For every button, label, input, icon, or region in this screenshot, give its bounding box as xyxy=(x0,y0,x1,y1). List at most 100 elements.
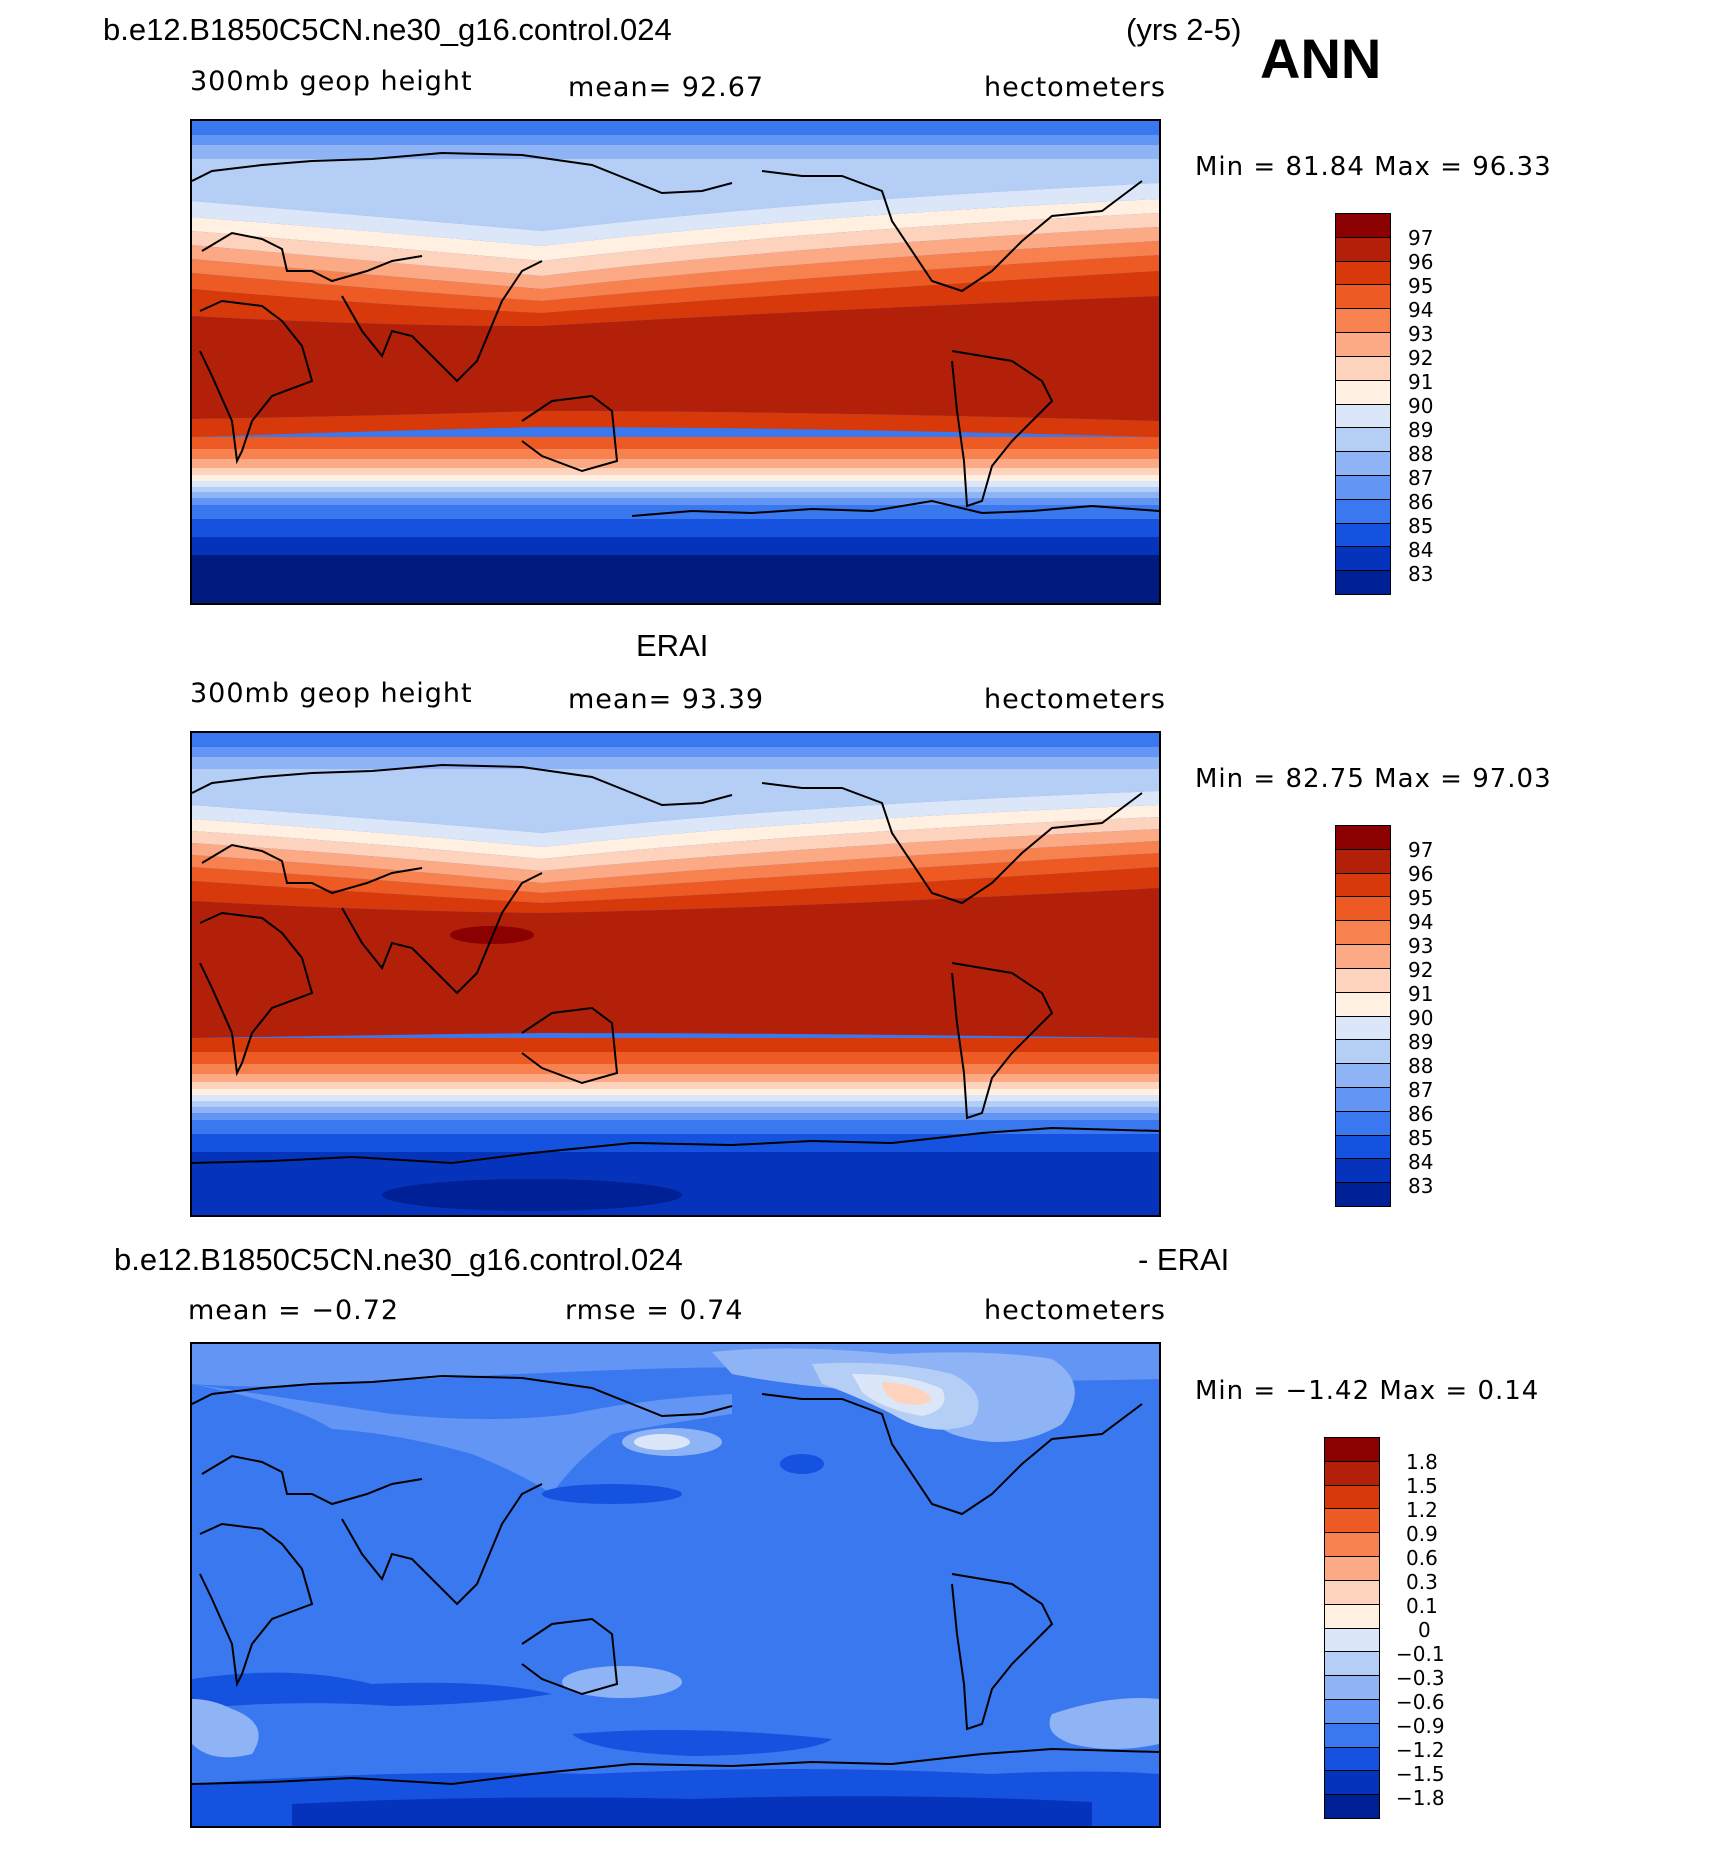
panel1-variable-label: 300mb geop height xyxy=(190,66,473,97)
panel2-colorbar-cell xyxy=(1336,968,1390,993)
panel1-colorbar-label: 93 xyxy=(1408,322,1434,346)
panel3-colorbar-label: 0.1 xyxy=(1406,1594,1438,1618)
panel1-colorbar-cell xyxy=(1336,547,1390,572)
panel1-colorbar-cell xyxy=(1336,214,1390,238)
panel1-colorbar-label: 85 xyxy=(1408,514,1434,538)
panel1-colorbar xyxy=(1335,213,1391,595)
panel3-title-left: b.e12.B1850C5CN.ne30_g16.control.024 xyxy=(114,1242,683,1277)
panel3-colorbar-label: −0.6 xyxy=(1396,1690,1445,1714)
panel1-colorbar-label: 87 xyxy=(1408,466,1434,490)
panel2-mean-label: mean= 93.39 xyxy=(568,684,765,715)
panel1-coastlines xyxy=(192,151,1159,517)
panel2-colorbar-label: 96 xyxy=(1408,862,1434,886)
panel1-colorbar-cell xyxy=(1336,309,1390,334)
panel2-colorbar-cell xyxy=(1336,1183,1390,1206)
case-name-title: b.e12.B1850C5CN.ne30_g16.control.024 xyxy=(103,12,672,47)
panel2-variable-label: 300mb geop height xyxy=(190,678,473,709)
panel2-colorbar-label: 97 xyxy=(1408,838,1434,862)
panel1-colorbar-cell xyxy=(1336,475,1390,500)
panel3-colorbar-cell xyxy=(1325,1461,1379,1486)
panel3-rmse-label: rmse = 0.74 xyxy=(565,1295,744,1326)
panel2-colorbar-cell xyxy=(1336,826,1390,850)
panel3-colorbar-cell xyxy=(1325,1509,1379,1534)
panel2-colorbar-cell xyxy=(1336,849,1390,874)
panel2-colorbar-cell xyxy=(1336,897,1390,922)
panel1-colorbar-label: 91 xyxy=(1408,370,1434,394)
panel3-colorbar-cell xyxy=(1325,1795,1379,1818)
panel1-colorbar-cell xyxy=(1336,452,1390,476)
panel1-colorbar-label: 88 xyxy=(1408,442,1434,466)
panel2-colorbar-label: 87 xyxy=(1408,1078,1434,1102)
panel1-colorbar-cell xyxy=(1336,237,1390,262)
panel2-colorbar-cell xyxy=(1336,1016,1390,1041)
panel3-units-label: hectometers xyxy=(984,1295,1166,1326)
panel2-colorbar-cell xyxy=(1336,1135,1390,1160)
panel3-colorbar-label: 0.6 xyxy=(1406,1546,1438,1570)
panel2-colorbar-cell xyxy=(1336,1040,1390,1065)
panel3-colorbar-cell xyxy=(1325,1771,1379,1796)
panel2-map-canvas xyxy=(192,733,1159,1215)
panel3-colorbar-label: −1.5 xyxy=(1396,1762,1445,1786)
panel1-colorbar-cell xyxy=(1336,571,1390,594)
panel1-colorbar-label: 96 xyxy=(1408,250,1434,274)
panel3-colorbar-label: 1.2 xyxy=(1406,1498,1438,1522)
panel1-map xyxy=(190,119,1161,605)
panel3-colorbar-label: 1.5 xyxy=(1406,1474,1438,1498)
panel1-colorbar-label: 84 xyxy=(1408,538,1434,562)
panel2-colorbar-label: 93 xyxy=(1408,934,1434,958)
panel1-colorbar-label: 92 xyxy=(1408,346,1434,370)
panel1-colorbar-cell xyxy=(1336,499,1390,524)
panel3-coastlines xyxy=(192,1374,1159,1786)
panel3-colorbar-cell xyxy=(1325,1485,1379,1510)
panel2-colorbar-label: 85 xyxy=(1408,1126,1434,1150)
panel3-colorbar-label: −0.1 xyxy=(1396,1642,1445,1666)
panel2-coastlines xyxy=(192,763,1159,1165)
panel2-colorbar-label: 92 xyxy=(1408,958,1434,982)
panel2-title: ERAI xyxy=(636,628,709,663)
panel1-colorbar-label: 95 xyxy=(1408,274,1434,298)
panel2-colorbar-cell xyxy=(1336,992,1390,1017)
panel1-colorbar-cell xyxy=(1336,356,1390,381)
panel1-colorbar-cell xyxy=(1336,404,1390,429)
panel2-colorbar-label: 94 xyxy=(1408,910,1434,934)
panel3-colorbar-cell xyxy=(1325,1652,1379,1677)
panel2-colorbar-label: 84 xyxy=(1408,1150,1434,1174)
panel3-map xyxy=(190,1342,1161,1828)
panel1-map-canvas xyxy=(192,121,1159,603)
panel1-colorbar-label: 90 xyxy=(1408,394,1434,418)
panel3-mean-label: mean = −0.72 xyxy=(188,1295,400,1326)
panel2-colorbar-label: 90 xyxy=(1408,1006,1434,1030)
panel2-units-label: hectometers xyxy=(984,684,1166,715)
panel2-colorbar-cell xyxy=(1336,1159,1390,1184)
years-label: (yrs 2-5) xyxy=(1126,12,1242,47)
panel2-colorbar-cell xyxy=(1336,873,1390,898)
panel2-colorbar-cell xyxy=(1336,1064,1390,1088)
panel2-colorbar-cell xyxy=(1336,1111,1390,1136)
panel2-minmax-label: Min = 82.75 Max = 97.03 xyxy=(1195,764,1552,794)
panel1-colorbar-label: 94 xyxy=(1408,298,1434,322)
panel3-colorbar-label: 0.3 xyxy=(1406,1570,1438,1594)
panel1-minmax-label: Min = 81.84 Max = 96.33 xyxy=(1195,152,1552,182)
panel3-colorbar-cell xyxy=(1325,1557,1379,1581)
panel3-colorbar xyxy=(1324,1437,1380,1819)
panel2-colorbar xyxy=(1335,825,1391,1207)
panel1-colorbar-cell xyxy=(1336,285,1390,310)
season-label: ANN xyxy=(1260,27,1382,90)
panel2-colorbar-cell xyxy=(1336,945,1390,969)
panel3-minmax-label: Min = −1.42 Max = 0.14 xyxy=(1195,1376,1540,1406)
panel3-colorbar-label: −1.8 xyxy=(1396,1786,1445,1810)
panel3-colorbar-cell xyxy=(1325,1676,1379,1700)
panel1-colorbar-cell xyxy=(1336,380,1390,405)
panel3-colorbar-cell xyxy=(1325,1747,1379,1772)
panel3-colorbar-cell xyxy=(1325,1580,1379,1605)
panel3-colorbar-cell xyxy=(1325,1628,1379,1653)
panel3-colorbar-cell xyxy=(1325,1604,1379,1629)
panel3-colorbar-cell xyxy=(1325,1533,1379,1558)
panel1-units-label: hectometers xyxy=(984,72,1166,103)
panel2-colorbar-cell xyxy=(1336,1087,1390,1112)
panel2-colorbar-label: 83 xyxy=(1408,1174,1434,1198)
panel2-colorbar-label: 95 xyxy=(1408,886,1434,910)
panel1-colorbar-cell xyxy=(1336,523,1390,548)
panel2-colorbar-label: 88 xyxy=(1408,1054,1434,1078)
panel1-colorbar-cell xyxy=(1336,333,1390,357)
